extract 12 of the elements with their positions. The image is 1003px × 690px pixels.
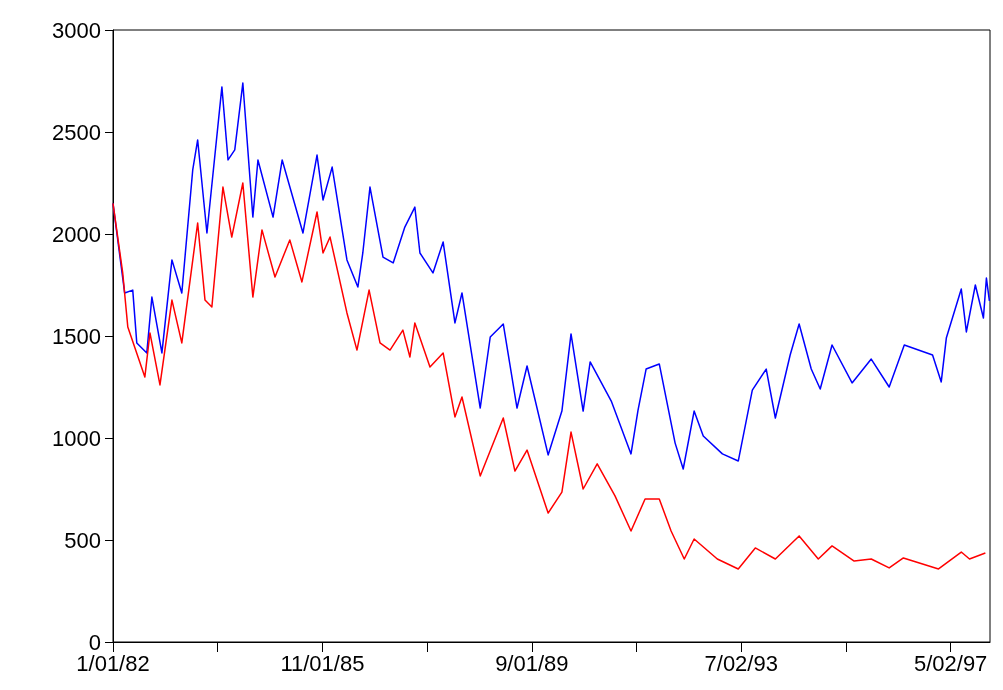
y-tick-label: 1500 — [52, 323, 101, 349]
x-tick-label: 7/02/93 — [704, 650, 778, 676]
x-tick-label: 9/01/89 — [495, 650, 569, 676]
line-series — [112, 82, 991, 470]
x-tick-label: 5/02/97 — [913, 650, 988, 676]
y-tick-label: 3000 — [52, 17, 101, 43]
y-tick-label: 500 — [64, 527, 101, 553]
line-series — [112, 182, 987, 570]
y-tick-label: 2500 — [52, 119, 101, 145]
y-tick-label: 2000 — [52, 221, 101, 247]
x-tick-label: 11/01/85 — [280, 650, 365, 676]
y-tick-label: 1000 — [52, 425, 101, 451]
